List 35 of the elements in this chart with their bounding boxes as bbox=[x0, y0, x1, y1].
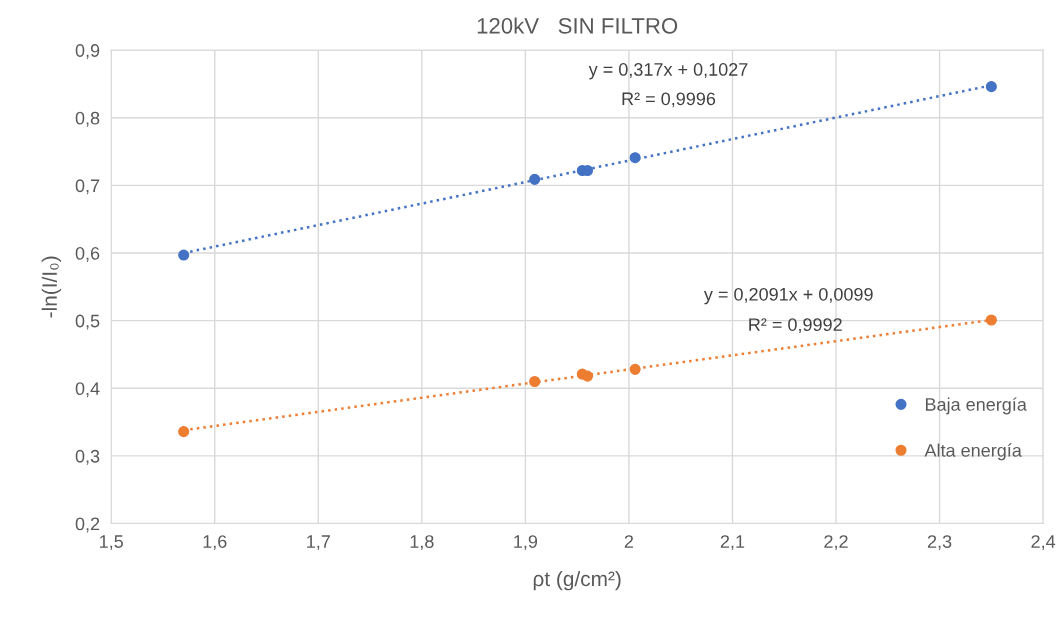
x-tick-label: 2,3 bbox=[927, 535, 952, 551]
annotation: y = 0,2091x + 0,0099 bbox=[703, 287, 873, 305]
x-tick-label: 2,4 bbox=[1031, 535, 1056, 551]
point bbox=[529, 173, 541, 185]
annotation: R² = 0,9996 bbox=[622, 92, 716, 108]
x-tick-label: 2,1 bbox=[720, 535, 745, 551]
x-tick-label: 1,6 bbox=[203, 535, 227, 551]
legend-label: Alta energía bbox=[924, 443, 1022, 461]
point bbox=[985, 81, 997, 93]
x-tick-label: 1,8 bbox=[410, 535, 434, 551]
x-tick-label: 2,2 bbox=[824, 535, 848, 551]
chart-title: 120kV SIN FILTRO bbox=[477, 17, 678, 34]
point bbox=[178, 426, 190, 438]
y-axis-title: -ln(I/I₀) bbox=[41, 256, 62, 318]
y-tick-label: 0,3 bbox=[75, 449, 100, 465]
y-tick-label: 0,9 bbox=[75, 44, 100, 60]
x-tick-label: 1,5 bbox=[100, 535, 123, 551]
y-tick-label: 0,7 bbox=[75, 179, 100, 195]
point bbox=[629, 363, 641, 375]
x-tick-label: 1,7 bbox=[307, 535, 330, 551]
annotation: y = 0,317x + 0,1027 bbox=[588, 63, 748, 80]
y-tick-label: 0,8 bbox=[75, 111, 100, 127]
x-tick-label: 1,9 bbox=[514, 535, 538, 551]
x-axis-title: ρt (g/cm²) bbox=[533, 570, 621, 591]
x-tick-label: 2 bbox=[624, 535, 634, 548]
point bbox=[529, 375, 541, 388]
annotation: R² = 0,9992 bbox=[749, 318, 842, 334]
y-tick-label: 0,6 bbox=[75, 246, 100, 262]
point bbox=[178, 249, 190, 261]
y-tick-label: 0,4 bbox=[75, 382, 100, 398]
legend-label: Baja energía bbox=[925, 397, 1027, 415]
y-tick-label: 0,5 bbox=[75, 314, 100, 330]
point bbox=[985, 314, 997, 326]
point bbox=[629, 152, 641, 164]
y-tick-label: 0,2 bbox=[75, 517, 100, 533]
